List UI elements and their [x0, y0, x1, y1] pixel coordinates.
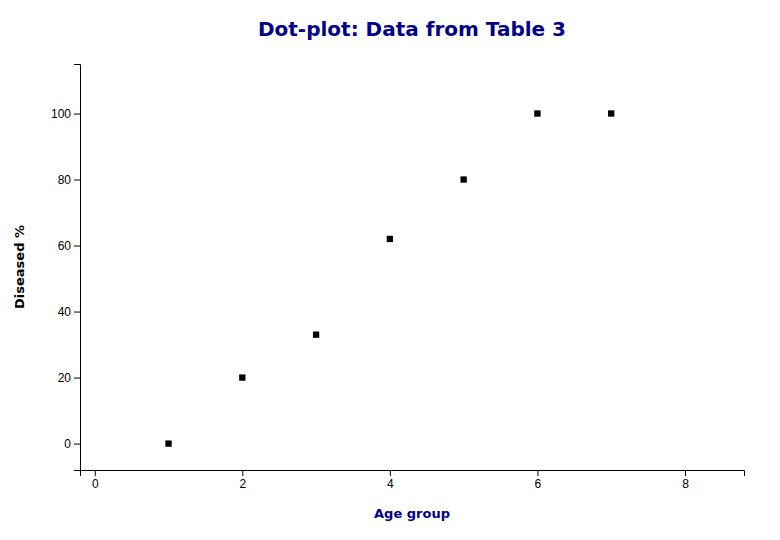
y-axis-tick-mark — [74, 180, 80, 181]
x-axis: 0 2 4 6 8 — [81, 470, 745, 491]
x-axis-tick-label: 4 — [387, 477, 394, 491]
y-axis-tick-label: 0 — [64, 437, 71, 451]
point — [387, 236, 393, 242]
x-axis-tick-label: 0 — [92, 477, 99, 491]
x-axis-tick-mark — [390, 470, 391, 476]
x-axis-tick-label: 6 — [535, 477, 542, 491]
y-axis-tick-label: 60 — [58, 239, 72, 253]
x-axis-title: Age group — [374, 506, 450, 521]
point — [313, 332, 319, 338]
y-axis-tick-mark — [74, 444, 80, 445]
y-axis: 0 20 40 60 80 100 — [51, 65, 81, 471]
y-axis-tick-mark — [74, 312, 80, 313]
x-axis-tick-mark — [242, 470, 243, 476]
y-axis-tick-mark — [74, 246, 80, 247]
y-axis-tick: 80 — [58, 173, 80, 187]
point — [534, 110, 540, 116]
points — [165, 110, 614, 446]
x-axis-tick: 6 — [535, 470, 542, 491]
x-axis-tick-mark — [685, 470, 686, 476]
y-axis-tick-mark — [74, 114, 80, 115]
y-axis-tick: 100 — [51, 107, 80, 121]
y-axis-tick-mark — [74, 378, 80, 379]
y-axis-tick-label: 80 — [58, 173, 72, 187]
x-axis-tick: 4 — [387, 470, 394, 491]
y-axis-tick-label: 20 — [58, 371, 72, 385]
y-axis-tick-label: 100 — [51, 107, 71, 121]
point — [239, 374, 245, 380]
x-axis-tick: 2 — [239, 470, 246, 491]
y-axis-tick: 20 — [58, 371, 80, 385]
x-axis-tick-label: 8 — [682, 477, 689, 491]
chart: 02468020406080100Dot-plot: Data from Tab… — [0, 0, 780, 540]
y-axis-line — [74, 65, 81, 471]
point — [460, 176, 466, 182]
x-axis-tick: 0 — [92, 470, 99, 491]
x-axis-line — [81, 471, 745, 477]
point — [165, 440, 171, 446]
x-axis-tick: 8 — [682, 470, 689, 491]
point — [608, 110, 614, 116]
y-axis-tick: 0 — [64, 437, 80, 451]
plot: 02468020406080100 — [51, 65, 745, 491]
x-axis-tick-label: 2 — [239, 477, 246, 491]
y-axis-title: Diseased % — [12, 225, 27, 309]
x-axis-tick-mark — [95, 470, 96, 476]
y-axis-tick: 60 — [58, 239, 80, 253]
title: Dot-plot: Data from Table 3 — [258, 17, 566, 41]
x-axis-tick-mark — [537, 470, 538, 476]
y-axis-tick: 40 — [58, 305, 80, 319]
y-axis-tick-label: 40 — [58, 305, 72, 319]
